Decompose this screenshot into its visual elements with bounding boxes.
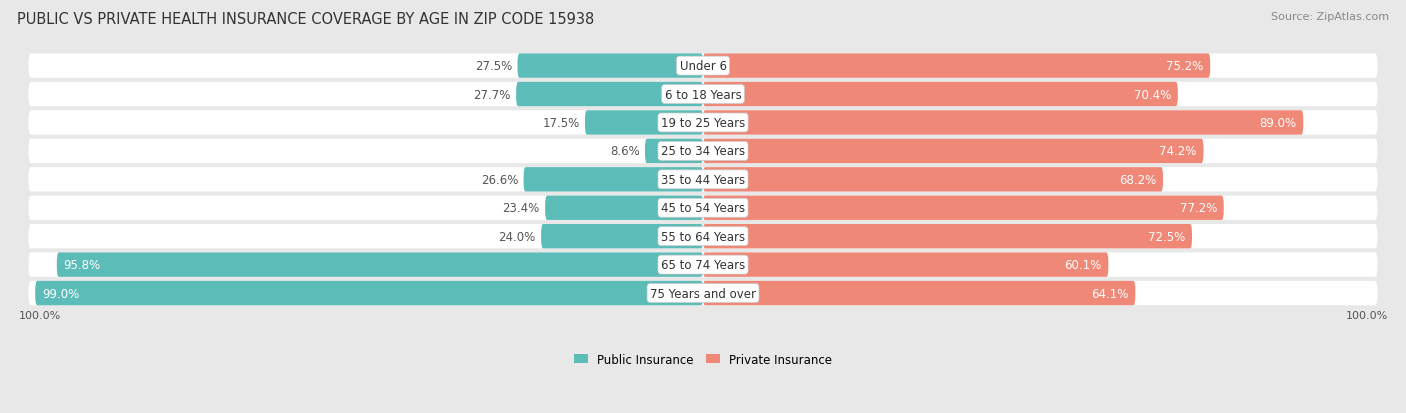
Text: 25 to 34 Years: 25 to 34 Years [661,145,745,158]
FancyBboxPatch shape [517,54,703,78]
FancyBboxPatch shape [585,111,703,135]
FancyBboxPatch shape [28,83,1378,107]
FancyBboxPatch shape [28,139,1378,164]
Text: 99.0%: 99.0% [42,287,79,300]
FancyBboxPatch shape [28,281,1378,306]
FancyBboxPatch shape [703,281,1136,306]
Text: 64.1%: 64.1% [1091,287,1129,300]
FancyBboxPatch shape [28,224,1378,249]
Text: 75 Years and over: 75 Years and over [650,287,756,300]
Text: 8.6%: 8.6% [610,145,640,158]
Text: 35 to 44 Years: 35 to 44 Years [661,173,745,186]
FancyBboxPatch shape [28,111,1378,135]
Text: Under 6: Under 6 [679,60,727,73]
FancyBboxPatch shape [703,83,1178,107]
Text: 24.0%: 24.0% [499,230,536,243]
FancyBboxPatch shape [703,139,1204,164]
FancyBboxPatch shape [35,281,703,306]
FancyBboxPatch shape [28,253,1378,277]
Text: PUBLIC VS PRIVATE HEALTH INSURANCE COVERAGE BY AGE IN ZIP CODE 15938: PUBLIC VS PRIVATE HEALTH INSURANCE COVER… [17,12,595,27]
Text: 100.0%: 100.0% [1346,311,1388,320]
FancyBboxPatch shape [541,224,703,249]
FancyBboxPatch shape [703,168,1163,192]
FancyBboxPatch shape [516,83,703,107]
Text: 26.6%: 26.6% [481,173,519,186]
Text: 74.2%: 74.2% [1160,145,1197,158]
Text: 95.8%: 95.8% [63,259,101,271]
Text: 72.5%: 72.5% [1149,230,1185,243]
Text: 27.5%: 27.5% [475,60,512,73]
Text: 45 to 54 Years: 45 to 54 Years [661,202,745,215]
Text: 17.5%: 17.5% [543,117,579,130]
Text: 75.2%: 75.2% [1166,60,1204,73]
Text: 55 to 64 Years: 55 to 64 Years [661,230,745,243]
Text: 23.4%: 23.4% [502,202,540,215]
FancyBboxPatch shape [28,168,1378,192]
FancyBboxPatch shape [703,196,1223,221]
Text: 68.2%: 68.2% [1119,173,1156,186]
FancyBboxPatch shape [28,196,1378,221]
FancyBboxPatch shape [56,253,703,277]
FancyBboxPatch shape [523,168,703,192]
FancyBboxPatch shape [546,196,703,221]
Text: 19 to 25 Years: 19 to 25 Years [661,117,745,130]
FancyBboxPatch shape [703,54,1211,78]
Text: 70.4%: 70.4% [1133,88,1171,101]
FancyBboxPatch shape [28,54,1378,78]
Legend: Public Insurance, Private Insurance: Public Insurance, Private Insurance [569,349,837,371]
Text: 65 to 74 Years: 65 to 74 Years [661,259,745,271]
FancyBboxPatch shape [703,224,1192,249]
Text: 77.2%: 77.2% [1180,202,1218,215]
Text: 60.1%: 60.1% [1064,259,1102,271]
Text: 27.7%: 27.7% [474,88,510,101]
Text: Source: ZipAtlas.com: Source: ZipAtlas.com [1271,12,1389,22]
Text: 89.0%: 89.0% [1260,117,1296,130]
Text: 6 to 18 Years: 6 to 18 Years [665,88,741,101]
Text: 100.0%: 100.0% [18,311,60,320]
FancyBboxPatch shape [645,139,703,164]
FancyBboxPatch shape [703,253,1108,277]
FancyBboxPatch shape [703,111,1303,135]
